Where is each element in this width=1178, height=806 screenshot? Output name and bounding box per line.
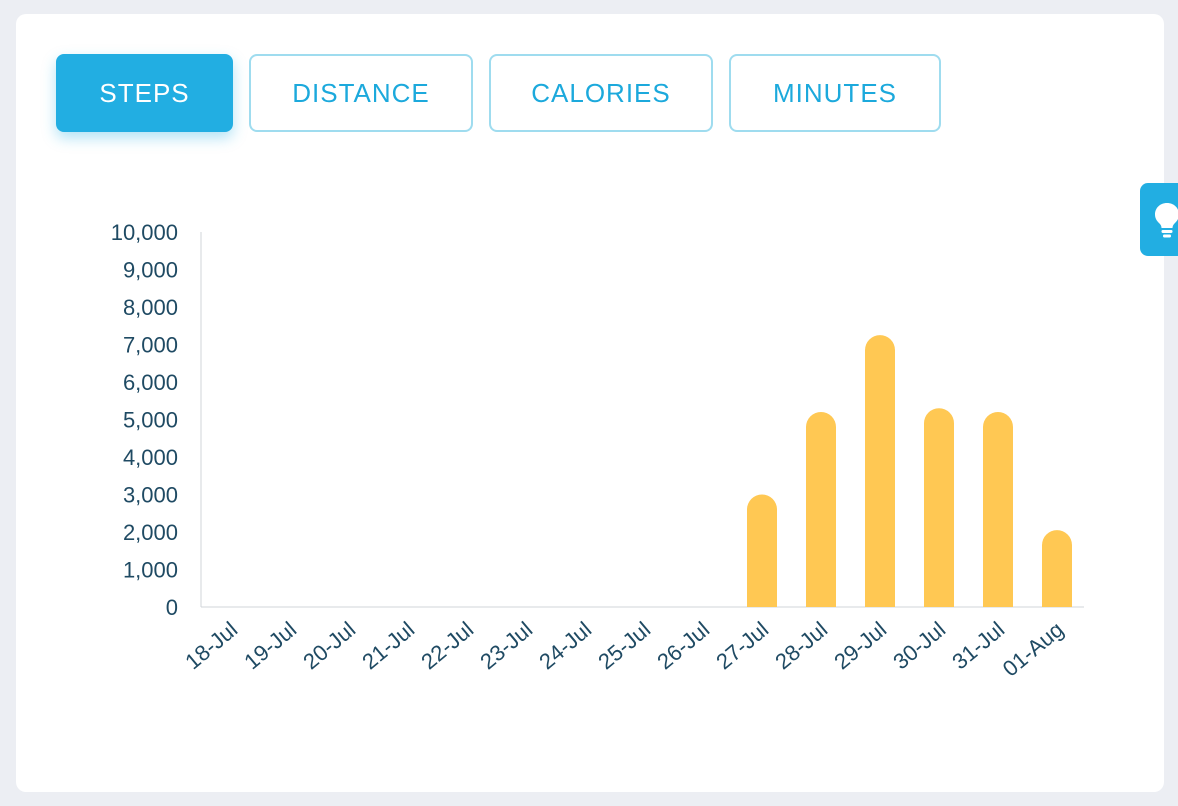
y-tick-label: 8,000 [123, 295, 178, 320]
x-tick-label: 26-Jul [652, 617, 714, 675]
bars [747, 335, 1072, 607]
tab-steps[interactable]: STEPS [56, 54, 233, 132]
x-tick-label: 23-Jul [475, 617, 537, 675]
x-tick-label: 28-Jul [770, 617, 832, 675]
x-tick-label: 25-Jul [593, 617, 655, 675]
x-tick-label: 24-Jul [534, 617, 596, 675]
bar-31-Jul[interactable] [983, 412, 1013, 607]
x-tick-label: 29-Jul [829, 617, 891, 675]
x-tick-label: 20-Jul [298, 617, 360, 675]
bar-30-Jul[interactable] [924, 408, 954, 607]
tab-calories[interactable]: CALORIES [489, 54, 713, 132]
y-tick-label: 4,000 [123, 445, 178, 470]
bar-01-Aug[interactable] [1042, 530, 1072, 607]
x-tick-label: 18-Jul [180, 617, 242, 675]
metric-tabs: STEPS DISTANCE CALORIES MINUTES [56, 54, 941, 132]
x-tick-label: 30-Jul [888, 617, 950, 675]
bar-28-Jul[interactable] [806, 412, 836, 607]
tip-button[interactable] [1140, 183, 1178, 256]
x-tick-label: 21-Jul [357, 617, 419, 675]
y-tick-label: 2,000 [123, 520, 178, 545]
steps-chart-card: STEPS DISTANCE CALORIES MINUTES [16, 14, 1164, 792]
y-axis: 0 1,000 2,000 3,000 4,000 5,000 6,000 7,000 8,00… [111, 220, 202, 620]
x-tick-label: 22-Jul [416, 617, 478, 675]
y-tick-label: 3,000 [123, 483, 178, 508]
y-tick-label: 0 [166, 595, 178, 620]
x-axis: 18-Jul19-Jul20-Jul21-Jul22-Jul23-Jul24-J… [180, 606, 1084, 682]
x-tick-label: 27-Jul [711, 617, 773, 675]
y-tick-label: 7,000 [123, 333, 178, 358]
tab-distance[interactable]: DISTANCE [249, 54, 473, 132]
bar-29-Jul[interactable] [865, 335, 895, 607]
bar-27-Jul[interactable] [747, 494, 777, 608]
y-tick-label: 10,000 [111, 220, 178, 245]
y-tick-label: 6,000 [123, 370, 178, 395]
x-tick-label: 19-Jul [239, 617, 301, 675]
y-tick-label: 1,000 [123, 558, 178, 583]
tab-minutes[interactable]: MINUTES [729, 54, 941, 132]
y-tick-label: 9,000 [123, 258, 178, 283]
lightbulb-icon [1155, 203, 1178, 238]
y-tick-label: 5,000 [123, 408, 178, 433]
x-tick-label: 01-Aug [998, 617, 1068, 682]
